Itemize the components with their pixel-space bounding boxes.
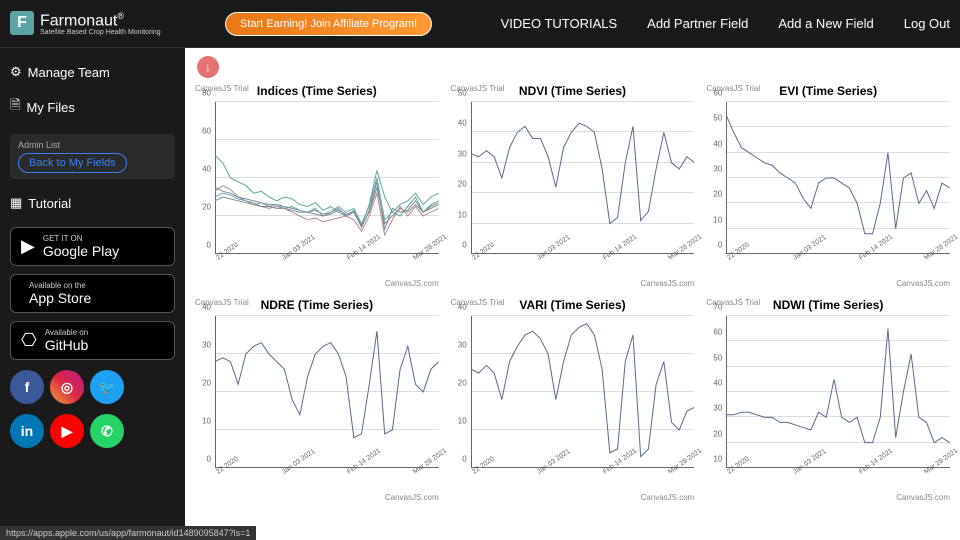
files-icon: 🗎 — [10, 96, 20, 118]
brand-tagline: Satellite Based Crop Health Monitoring — [40, 29, 161, 36]
y-tick-label: 0 — [718, 241, 722, 250]
y-tick-label: 0 — [207, 455, 211, 464]
y-tick-label: 50 — [713, 353, 722, 362]
admin-box: Admin List Back to My Fields — [10, 134, 175, 179]
sidebar-manage-team[interactable]: ⚙Manage Team — [10, 56, 175, 88]
y-tick-label: 40 — [713, 379, 722, 388]
chart-panel: CanvasJS TrialNDWI (Time Series)CanvasJS… — [702, 294, 954, 504]
plot-area — [215, 102, 439, 254]
y-tick-label: 0 — [207, 241, 211, 250]
y-tick-label: 60 — [713, 328, 722, 337]
youtube-icon[interactable]: ▶ — [50, 414, 84, 448]
sidebar: ⚙Manage Team 🗎My Files Admin List Back t… — [0, 48, 185, 540]
y-tick-label: 0 — [462, 455, 466, 464]
y-tick-label: 50 — [458, 89, 467, 98]
chart-panel: CanvasJS TrialEVI (Time Series)CanvasJS.… — [702, 80, 954, 290]
affiliate-button[interactable]: Start Earning! Join Affiliate Program! — [225, 12, 432, 36]
github-button[interactable]: ⎔ Available onGitHub — [10, 321, 175, 360]
plot-area — [215, 316, 439, 468]
whatsapp-icon[interactable]: ✆ — [90, 414, 124, 448]
y-tick-label: 20 — [458, 180, 467, 189]
y-tick-label: 40 — [713, 139, 722, 148]
plot-area — [471, 102, 695, 254]
y-tick-label: 40 — [458, 303, 467, 312]
linkedin-icon[interactable]: in — [10, 414, 44, 448]
y-tick-label: 30 — [713, 404, 722, 413]
y-tick-label: 20 — [458, 379, 467, 388]
main-content: ↓ CanvasJS TrialIndices (Time Series)Can… — [185, 48, 960, 540]
y-tick-label: 50 — [713, 114, 722, 123]
y-tick-label: 20 — [713, 190, 722, 199]
y-tick-label: 10 — [458, 210, 467, 219]
twitter-icon[interactable]: 🐦 — [90, 370, 124, 404]
y-tick-label: 20 — [713, 429, 722, 438]
team-icon: ⚙ — [10, 64, 22, 80]
y-tick-label: 0 — [462, 241, 466, 250]
y-tick-label: 40 — [458, 119, 467, 128]
logo-icon: F — [10, 11, 34, 35]
nav-video-tutorials[interactable]: VIDEO TUTORIALS — [501, 16, 618, 31]
plot-area — [726, 102, 950, 254]
y-tick-label: 10 — [713, 215, 722, 224]
y-tick-label: 10 — [458, 417, 467, 426]
y-tick-label: 40 — [202, 165, 211, 174]
y-tick-label: 30 — [713, 165, 722, 174]
chart-panel: CanvasJS TrialNDRE (Time Series)CanvasJS… — [191, 294, 443, 504]
back-to-fields-button[interactable]: Back to My Fields — [18, 153, 127, 173]
y-tick-label: 10 — [202, 417, 211, 426]
y-tick-label: 60 — [713, 89, 722, 98]
chart-panel: CanvasJS TrialVARI (Time Series)CanvasJS… — [447, 294, 699, 504]
nav-log-out[interactable]: Log Out — [904, 16, 950, 31]
nav-add-partner-field[interactable]: Add Partner Field — [647, 16, 748, 31]
y-tick-label: 30 — [458, 149, 467, 158]
brand-name: Farmonaut — [40, 13, 117, 30]
y-tick-label: 30 — [202, 341, 211, 350]
logo-area[interactable]: F Farmonaut® Satellite Based Crop Health… — [10, 11, 195, 35]
status-bar: https://apps.apple.com/us/app/farmonaut/… — [0, 526, 256, 540]
instagram-icon[interactable]: ◎ — [50, 370, 84, 404]
app-store-button[interactable]: Available on theApp Store — [10, 274, 175, 313]
y-tick-label: 60 — [202, 127, 211, 136]
facebook-icon[interactable]: f — [10, 370, 44, 404]
sidebar-tutorial[interactable]: ▦Tutorial — [10, 187, 175, 219]
chart-panel: CanvasJS TrialNDVI (Time Series)CanvasJS… — [447, 80, 699, 290]
play-icon: ▶ — [21, 236, 35, 257]
admin-label: Admin List — [18, 140, 167, 150]
y-tick-label: 20 — [202, 379, 211, 388]
brand-reg: ® — [117, 11, 124, 21]
plot-area — [726, 316, 950, 468]
chart-panel: CanvasJS TrialIndices (Time Series)Canva… — [191, 80, 443, 290]
plot-area — [471, 316, 695, 468]
y-tick-label: 10 — [713, 455, 722, 464]
y-tick-label: 20 — [202, 203, 211, 212]
nav-add-new-field[interactable]: Add a New Field — [778, 16, 873, 31]
sidebar-my-files[interactable]: 🗎My Files — [10, 88, 175, 126]
github-icon: ⎔ — [21, 330, 37, 351]
tutorial-icon: ▦ — [10, 195, 22, 211]
y-tick-label: 70 — [713, 303, 722, 312]
y-tick-label: 30 — [458, 341, 467, 350]
y-tick-label: 80 — [202, 89, 211, 98]
download-icon[interactable]: ↓ — [197, 56, 219, 78]
google-play-button[interactable]: ▶ GET IT ONGoogle Play — [10, 227, 175, 266]
y-tick-label: 40 — [202, 303, 211, 312]
